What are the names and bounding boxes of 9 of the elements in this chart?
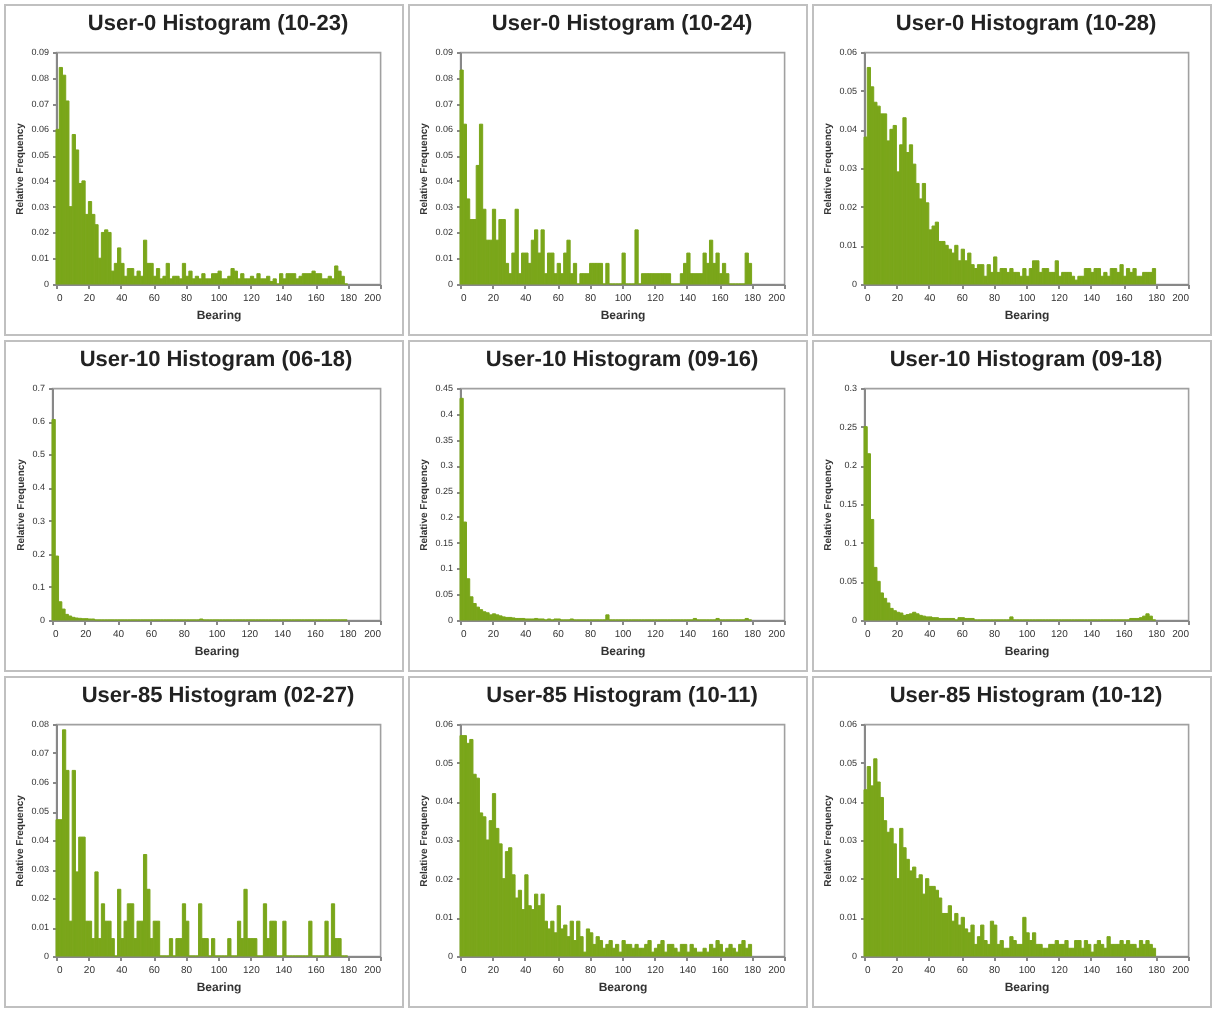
chart-title: User-85 Histogram (10-12) <box>889 684 1163 708</box>
chart-title: User-10 Histogram (09-16) <box>485 348 759 372</box>
chart-title: User-0 Histogram (10-28) <box>895 12 1157 36</box>
chart-title: User-85 Histogram (02-27) <box>81 684 355 708</box>
chart-title: User-0 Histogram (10-23) <box>87 12 349 36</box>
chart-title: User-10 Histogram (06-18) <box>79 348 353 372</box>
chart-title: User-0 Histogram (10-24) <box>491 12 753 36</box>
chart-title: User-10 Histogram (09-18) <box>889 348 1163 372</box>
chart-title: User-85 Histogram (10-11) <box>486 684 759 708</box>
